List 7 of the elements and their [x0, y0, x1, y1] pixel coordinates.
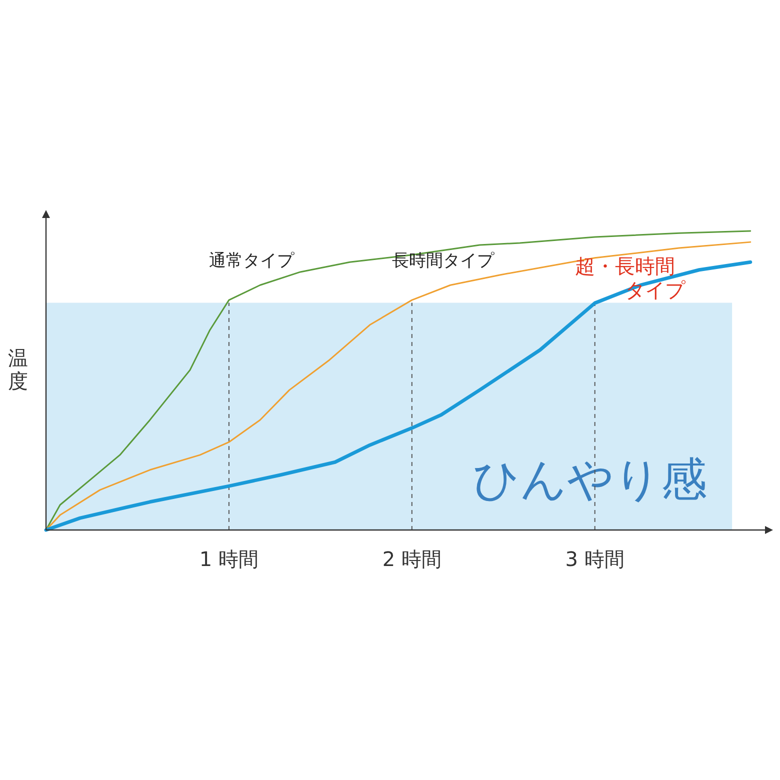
y-axis-title: 温度: [8, 346, 28, 393]
band-label: ひんやり感: [473, 452, 708, 506]
series-label: 長時間タイプ: [392, 251, 495, 272]
x-tick-label: 1 時間: [199, 547, 258, 571]
series-label: 通常タイプ: [208, 251, 295, 272]
x-tick-label: 2 時間: [382, 547, 442, 571]
x-tick-label: 3 時間: [565, 547, 624, 571]
